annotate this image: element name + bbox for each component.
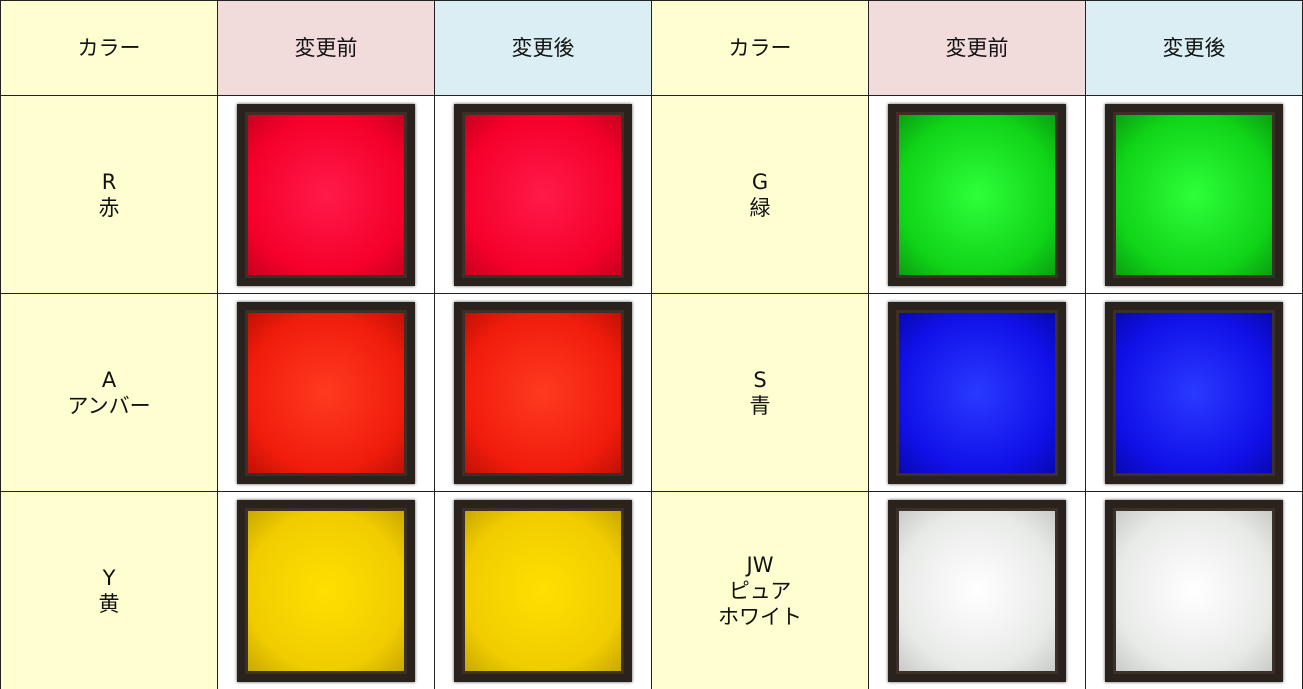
lamp-face xyxy=(896,309,1058,476)
color-label: A xyxy=(101,367,117,392)
header-cell: 変更後 xyxy=(434,0,652,96)
color-label: JW xyxy=(746,552,774,577)
header-cell: カラー xyxy=(651,0,869,96)
color-label: 緑 xyxy=(749,195,771,220)
lamp-photo-after xyxy=(454,103,632,286)
color-label: Y xyxy=(102,565,116,590)
photo-cell xyxy=(1085,293,1303,492)
color-label: アンバー xyxy=(67,393,151,418)
lamp-face xyxy=(1113,309,1275,476)
photo-cell xyxy=(868,293,1086,492)
color-label-cell: JW ピュア ホワイト xyxy=(651,491,869,689)
lamp-photo-before xyxy=(237,301,415,484)
color-label: R xyxy=(101,169,117,194)
photo-cell xyxy=(1085,95,1303,294)
lamp-photo-after xyxy=(454,499,632,682)
lamp-face xyxy=(1113,507,1275,674)
lamp-photo-after xyxy=(454,301,632,484)
lamp-photo-before xyxy=(888,103,1066,286)
photo-cell xyxy=(217,95,435,294)
photo-cell xyxy=(1085,491,1303,689)
header-cell: 変更前 xyxy=(868,0,1086,96)
header-cell: 変更前 xyxy=(217,0,435,96)
photo-cell xyxy=(868,491,1086,689)
photo-cell xyxy=(434,95,652,294)
lamp-face xyxy=(462,309,624,476)
lamp-photo-after xyxy=(1105,499,1283,682)
lamp-face xyxy=(462,111,624,278)
color-label-cell: A アンバー xyxy=(0,293,218,492)
color-label: 赤 xyxy=(98,195,120,220)
color-label: S xyxy=(753,367,767,392)
lamp-face xyxy=(462,507,624,674)
photo-cell xyxy=(434,491,652,689)
table-row: Y 黄 JW ピュア ホワイト xyxy=(0,491,1303,689)
header-cell: 変更後 xyxy=(1085,0,1303,96)
lamp-photo-before xyxy=(237,103,415,286)
lamp-photo-before xyxy=(888,301,1066,484)
photo-cell xyxy=(868,95,1086,294)
color-label: 黄 xyxy=(98,591,120,616)
lamp-face xyxy=(245,111,407,278)
photo-cell xyxy=(217,491,435,689)
lamp-face xyxy=(896,111,1058,278)
lamp-face xyxy=(896,507,1058,674)
lamp-photo-after xyxy=(1105,301,1283,484)
lamp-photo-after xyxy=(1105,103,1283,286)
lamp-face xyxy=(245,309,407,476)
lamp-photo-before xyxy=(237,499,415,682)
color-label: G xyxy=(751,169,769,194)
header-row: カラー 変更前 変更後 カラー 変更前 変更後 xyxy=(0,0,1303,96)
lamp-face xyxy=(1113,111,1275,278)
photo-cell xyxy=(434,293,652,492)
color-label: ホワイト xyxy=(718,604,802,629)
color-label: ピュア xyxy=(728,578,792,603)
lamp-photo-before xyxy=(888,499,1066,682)
table-row: A アンバー S 青 xyxy=(0,293,1303,492)
header-cell: カラー xyxy=(0,0,218,96)
color-label: 青 xyxy=(749,393,771,418)
photo-cell xyxy=(217,293,435,492)
lamp-face xyxy=(245,507,407,674)
